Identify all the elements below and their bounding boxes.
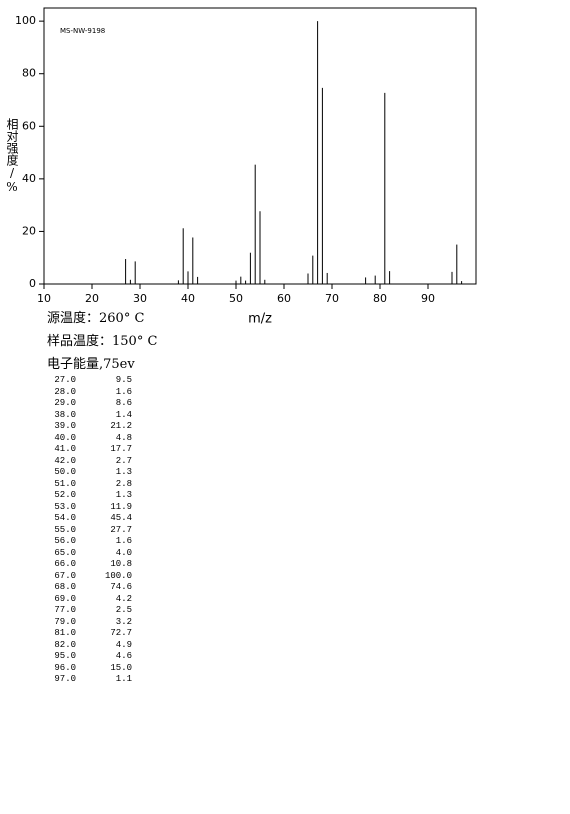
intensity: 4.9 [115, 639, 132, 650]
mz: 53.0 [54, 501, 76, 512]
intensity: 1.3 [115, 490, 132, 500]
intensity: 100.0 [104, 570, 132, 581]
intensity: 9.5 [115, 375, 132, 385]
condition: 源温度：260° C [47, 311, 145, 326]
x-tick-label: 70 [325, 292, 339, 305]
mz: 77.0 [54, 605, 76, 615]
intensity: 27.7 [110, 524, 132, 535]
intensity: 45.4 [110, 513, 132, 523]
y-axis-label: 相对强度/% [5, 118, 19, 194]
mz: 67.0 [54, 570, 76, 581]
x-tick-label: 40 [181, 292, 195, 305]
mz: 96.0 [54, 662, 76, 673]
mz: 52.0 [54, 490, 76, 500]
x-tick-label: 60 [277, 292, 291, 305]
mz: 39.0 [54, 421, 76, 431]
x-tick-label: 90 [421, 292, 435, 305]
chart: MS-NW-9198 m/z 0 20 40 60 80 100 10 20 30 40 50 60 7… [15, 7, 477, 327]
intensity: 1.6 [115, 386, 132, 397]
annotation: MS-NW-9198 [60, 27, 105, 35]
intensity: 1.6 [115, 536, 132, 546]
intensity: 72.7 [110, 628, 132, 638]
y-tick-label: 100 [15, 14, 36, 27]
mz: 28.0 [54, 386, 76, 397]
x-axis-label: m/z [248, 312, 272, 327]
mz: 81.0 [54, 628, 76, 638]
mz: 79.0 [54, 616, 76, 627]
x-tick-label: 80 [373, 292, 387, 305]
mz: 95.0 [54, 651, 76, 661]
x-tick-label: 30 [133, 292, 147, 305]
intensity: 4.6 [115, 651, 132, 661]
intensity: 4.2 [115, 593, 132, 604]
y-tick-label: 0 [29, 277, 36, 290]
mz: 82.0 [54, 639, 76, 650]
mz: 42.0 [54, 455, 76, 466]
intensity: 2.8 [115, 478, 132, 489]
mz: 41.0 [54, 444, 76, 454]
y-tick-label: 20 [22, 224, 36, 237]
mz: 51.0 [54, 478, 76, 489]
x-tick-label: 50 [229, 292, 243, 305]
intensity: 74.6 [110, 582, 132, 592]
mz: 27.0 [54, 375, 76, 385]
intensity: 1.1 [115, 674, 132, 684]
intensity: 2.7 [115, 455, 132, 466]
intensity: 8.6 [115, 398, 132, 408]
mz: 56.0 [54, 536, 76, 546]
condition: 样品温度：150° C [47, 334, 158, 349]
condition: 电子能量,75ev [47, 357, 135, 372]
intensity: 1.4 [115, 409, 132, 420]
y-tick-label: 80 [22, 67, 36, 80]
intensity: 21.2 [110, 421, 132, 431]
intensity: 4.8 [115, 432, 132, 443]
mz: 55.0 [54, 524, 76, 535]
intensity: 15.0 [110, 662, 132, 673]
mz: 40.0 [54, 432, 76, 443]
mz: 66.0 [54, 559, 76, 569]
y-tick-label: 40 [22, 172, 36, 185]
x-tick-label: 20 [85, 292, 99, 305]
mz: 69.0 [54, 593, 76, 604]
mz: 50.0 [54, 467, 76, 477]
mz: 68.0 [54, 582, 76, 592]
x-tick-label: 10 [37, 292, 51, 305]
intensity: 3.2 [115, 616, 132, 627]
mz: 97.0 [54, 674, 76, 684]
y-tick-label: 60 [22, 119, 36, 132]
intensity: 10.8 [110, 559, 132, 569]
intensity: 11.9 [110, 501, 132, 512]
intensity: 2.5 [115, 605, 132, 615]
intensity: 1.3 [115, 467, 132, 477]
mz: 65.0 [54, 547, 76, 558]
intensity: 17.7 [110, 444, 132, 454]
mz: 38.0 [54, 409, 76, 420]
mz: 29.0 [54, 398, 76, 408]
mz: 54.0 [54, 513, 76, 523]
intensity: 4.0 [115, 547, 132, 558]
